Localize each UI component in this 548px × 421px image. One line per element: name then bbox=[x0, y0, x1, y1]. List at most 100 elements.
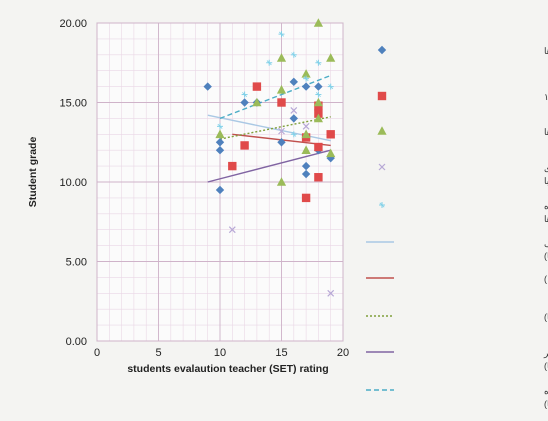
y-tick-label: 15.00 bbox=[59, 98, 87, 110]
data-point-series-1 bbox=[301, 169, 311, 179]
axes: 0.00 5.00 10.00 15.00 20.00 0 5 10 15 20 students … bbox=[27, 18, 349, 375]
x-axis-title: students evalaution teacher (SET) rating bbox=[127, 363, 328, 375]
x-tick-label: 10 bbox=[214, 347, 226, 359]
star-marker-stroke bbox=[379, 202, 385, 208]
legend-label: سیستمهای عاملی عمدبا) bbox=[544, 361, 548, 372]
trendline bbox=[207, 149, 331, 183]
data-point-series-3 bbox=[276, 177, 287, 186]
data-point-series-1 bbox=[277, 138, 286, 147]
data-point-series-1 bbox=[314, 82, 323, 91]
star-marker-stroke bbox=[242, 92, 248, 98]
legend-marker bbox=[379, 202, 385, 208]
data-point-series-5 bbox=[315, 91, 322, 98]
data-point-series-4 bbox=[290, 107, 298, 114]
data-point-series-5 bbox=[241, 91, 248, 98]
x-marker-stroke bbox=[228, 226, 236, 234]
legend-label: Linear ( سیستم های عامل ۱) bbox=[544, 274, 548, 285]
data-point-series-2 bbox=[240, 141, 249, 150]
star-marker-stroke bbox=[279, 31, 284, 37]
star-marker-stroke bbox=[315, 60, 321, 66]
data-point-series-3 bbox=[313, 18, 323, 27]
y-tick-label: 5.00 bbox=[66, 257, 87, 269]
y-tick-label: 20.00 bbox=[59, 18, 87, 30]
legend-marker bbox=[377, 91, 387, 101]
data-point-series-5 bbox=[290, 131, 297, 138]
legend-label: تحلیل وطراحی سیستم ها bbox=[544, 46, 548, 57]
data-point-series-2 bbox=[326, 130, 335, 139]
data-point-series-3 bbox=[215, 129, 225, 139]
legend-label: مقدمه ای بر سیستمهای bbox=[544, 163, 548, 174]
data-point-series-3 bbox=[313, 113, 323, 123]
star-marker-stroke bbox=[291, 131, 297, 137]
data-point-series-1 bbox=[215, 138, 225, 147]
trendline bbox=[219, 74, 331, 120]
trendline bbox=[219, 116, 331, 140]
data-point-series-4 bbox=[327, 289, 335, 297]
data-point-series-3 bbox=[276, 84, 287, 94]
x-marker-stroke bbox=[378, 163, 386, 171]
data-point-series-3 bbox=[326, 148, 336, 158]
x-marker-stroke bbox=[290, 107, 298, 114]
x-tick-label: 20 bbox=[337, 347, 349, 359]
x-marker-stroke bbox=[327, 289, 335, 297]
data-point-series-5 bbox=[303, 75, 310, 82]
data-point-series-3 bbox=[301, 145, 311, 154]
data-point-series-1 bbox=[301, 161, 311, 171]
data-point-series-2 bbox=[228, 161, 237, 171]
data-point-series-3 bbox=[252, 97, 262, 107]
legend-marker bbox=[378, 163, 386, 171]
data-point-series-2 bbox=[252, 82, 262, 91]
x-tick-label: 0 bbox=[94, 347, 100, 359]
legend-marker bbox=[377, 45, 387, 55]
legend-label: Linear ( اصول طراحی پایگاه bbox=[544, 385, 548, 397]
x-tick-label: 5 bbox=[155, 347, 161, 359]
legend-label: Linear ( تحلیل وطراحی bbox=[544, 238, 548, 249]
data-point-series-2 bbox=[301, 193, 311, 203]
legend-label: ساختمان داده ها bbox=[544, 127, 548, 137]
data-point-series-5 bbox=[315, 59, 322, 66]
y-tick-label: 0.00 bbox=[66, 336, 87, 348]
star-marker-stroke bbox=[315, 92, 321, 98]
data-point-series-3 bbox=[301, 69, 311, 78]
legend: تحلیل وطراحی سیستم ها سیستم های عامل ۱ ساخ… bbox=[366, 45, 548, 409]
data-point-series-3 bbox=[276, 53, 287, 62]
data-point-series-2 bbox=[314, 142, 323, 152]
legend-label: Linear ( ساختمان داده ها) bbox=[544, 312, 548, 322]
data-point-series-1 bbox=[203, 82, 212, 91]
star-marker-stroke bbox=[303, 76, 309, 82]
data-point-series-4 bbox=[278, 127, 285, 135]
data-point-series-1 bbox=[215, 185, 225, 195]
legend-label: سیستم های عامل ۱ bbox=[544, 92, 548, 103]
data-point-series-1 bbox=[301, 82, 311, 91]
data-points bbox=[203, 18, 336, 297]
legend-label: عاملی عمدبا bbox=[544, 176, 548, 186]
star-marker-stroke bbox=[291, 52, 297, 58]
x-tick-label: 15 bbox=[275, 347, 287, 359]
data-point-series-4 bbox=[228, 226, 236, 234]
data-point-series-1 bbox=[289, 77, 298, 87]
legend-label: سیستم ها) bbox=[544, 251, 548, 262]
data-point-series-3 bbox=[326, 53, 336, 62]
data-point-series-5 bbox=[217, 123, 223, 130]
star-marker-stroke bbox=[266, 60, 272, 66]
star-marker-stroke bbox=[328, 84, 334, 90]
data-point-series-3 bbox=[301, 129, 311, 139]
data-point-series-5 bbox=[327, 83, 334, 90]
star-marker-stroke bbox=[217, 123, 223, 129]
y-axis-title: Student grade bbox=[27, 137, 39, 208]
data-point-series-5 bbox=[266, 59, 273, 66]
data-point-series-2 bbox=[314, 173, 323, 182]
x-marker-stroke bbox=[302, 122, 310, 130]
legend-label: اصول طراحی پایگاه داده bbox=[544, 200, 548, 212]
legend-marker bbox=[377, 126, 387, 135]
x-marker-stroke bbox=[278, 127, 285, 135]
legend-label: ها bbox=[544, 214, 548, 224]
data-point-series-5 bbox=[278, 31, 285, 38]
legend-label: داده ها) bbox=[544, 399, 548, 409]
data-point-series-2 bbox=[277, 98, 286, 107]
data-point-series-5 bbox=[290, 51, 297, 58]
data-point-series-1 bbox=[289, 114, 298, 123]
data-point-series-3 bbox=[313, 97, 323, 107]
